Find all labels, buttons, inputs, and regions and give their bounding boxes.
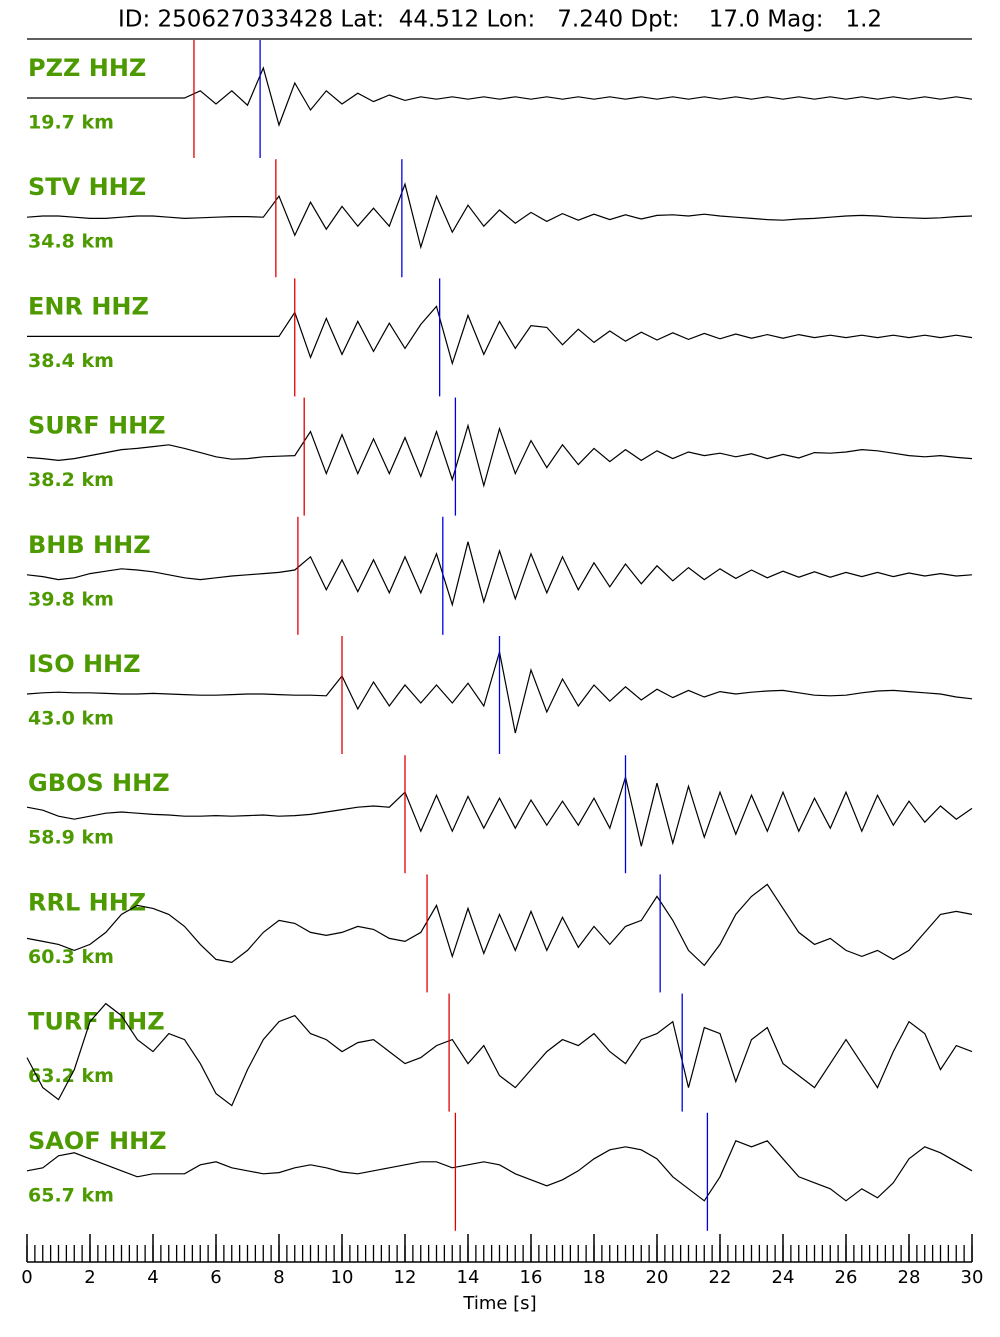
x-tick-label: 22	[709, 1267, 732, 1288]
distance-label: 19.7 km	[28, 112, 114, 134]
station-label: BHB HHZ	[28, 531, 151, 559]
x-tick-label: 8	[273, 1267, 284, 1288]
station-label: SAOF HHZ	[28, 1127, 167, 1155]
waveform	[26, 182, 973, 250]
x-tick-label: 2	[84, 1267, 95, 1288]
x-tick-label: 26	[835, 1267, 858, 1288]
x-tick-label: 28	[898, 1267, 921, 1288]
station-label: PZZ HHZ	[28, 54, 146, 82]
waveform	[26, 774, 973, 847]
distance-label: 38.4 km	[28, 350, 114, 372]
x-tick-label: 18	[583, 1267, 606, 1288]
distance-label: 60.3 km	[28, 946, 114, 968]
distance-label: 65.7 km	[28, 1184, 114, 1206]
x-tick-label: 16	[520, 1267, 543, 1288]
waveform	[26, 1002, 973, 1107]
waveform	[26, 541, 973, 608]
distance-label: 38.2 km	[28, 469, 114, 491]
distance-label: 34.8 km	[28, 231, 114, 253]
station-label: RRL HHZ	[28, 888, 146, 916]
waveform	[26, 423, 973, 488]
x-tick-label: 14	[457, 1267, 480, 1288]
x-tick-label: 10	[331, 1267, 354, 1288]
distance-label: 43.0 km	[28, 708, 114, 730]
waveform	[27, 66, 973, 127]
x-tick-label: 24	[772, 1267, 795, 1288]
x-tick-label: 12	[394, 1267, 417, 1288]
x-axis-label: Time [s]	[462, 1293, 536, 1314]
distance-label: 39.8 km	[28, 588, 114, 610]
x-tick-label: 6	[210, 1267, 221, 1288]
station-label: GBOS HHZ	[28, 769, 170, 797]
x-tick-label: 0	[21, 1267, 32, 1288]
station-label: ENR HHZ	[28, 292, 149, 320]
waveform	[26, 883, 973, 967]
waveform	[26, 1140, 973, 1202]
station-label: SURF HHZ	[28, 412, 166, 440]
station-label: TURF HHZ	[28, 1008, 165, 1036]
station-label: STV HHZ	[28, 173, 146, 201]
waveform	[27, 305, 973, 366]
x-tick-label: 30	[961, 1267, 984, 1288]
station-label: ISO HHZ	[28, 650, 141, 678]
x-tick-label: 20	[646, 1267, 669, 1288]
chart-title: ID: 250627033428 Lat: 44.512 Lon: 7.240 …	[118, 7, 882, 33]
distance-label: 58.9 km	[28, 827, 114, 849]
x-tick-label: 4	[147, 1267, 158, 1288]
